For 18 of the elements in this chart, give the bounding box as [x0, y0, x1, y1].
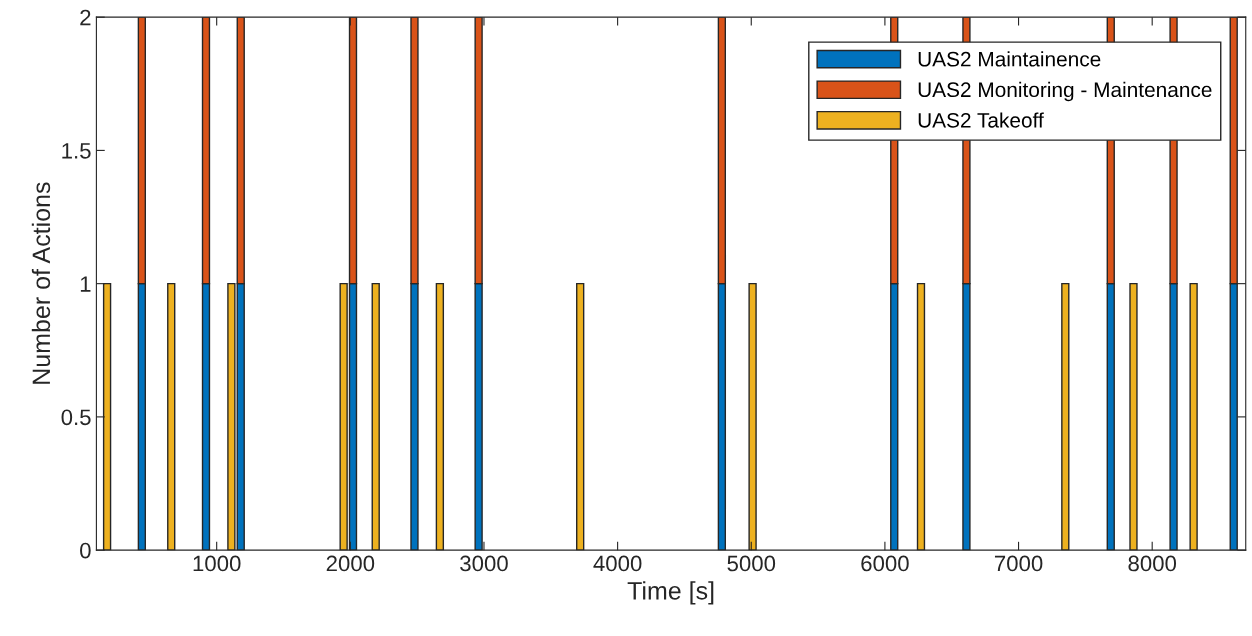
y-tick-label: 1 — [80, 276, 91, 292]
y-axis-title: Number of Actions — [31, 182, 51, 384]
legend-label: UAS2 Maintainence — [918, 51, 1101, 67]
y-tick-label: 0 — [80, 542, 91, 559]
x-axis-title: Time [s] — [627, 581, 714, 605]
x-tick-label: 2000 — [326, 555, 375, 572]
x-tick-label: 1000 — [193, 555, 241, 572]
y-tick-label: 0.5 — [61, 409, 91, 426]
legend-label: UAS2 Monitoring - Maintenance — [918, 81, 1212, 102]
y-tick-label: 1.5 — [62, 143, 91, 159]
legend-label: UAS2 Takeoff — [918, 112, 1044, 128]
x-tick-label: 5000 — [727, 555, 776, 572]
x-tick-label: 6000 — [861, 555, 909, 572]
x-tick-label: 3000 — [460, 555, 508, 572]
x-tick-label: 8000 — [1128, 555, 1177, 572]
x-tick-label: 7000 — [994, 555, 1043, 572]
y-tick-label: 2 — [80, 9, 91, 26]
x-tick-label: 4000 — [593, 555, 642, 572]
